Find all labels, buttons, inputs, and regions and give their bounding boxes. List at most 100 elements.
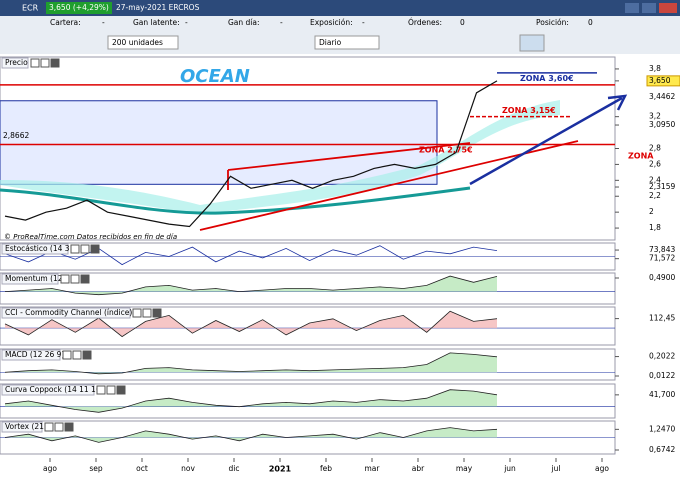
panel-icon [70, 274, 80, 284]
indicator-line [4, 352, 498, 375]
status-label: Gan día: [228, 18, 260, 27]
panel-icon [90, 244, 100, 254]
panel-icon [54, 422, 64, 432]
month-label: jul [551, 464, 561, 473]
indicator-area [5, 276, 497, 295]
status-value: 0 [460, 18, 465, 27]
panel-icon [152, 308, 162, 318]
price-box [646, 75, 680, 87]
period-select[interactable] [314, 35, 380, 50]
watermark: OCEAN [180, 66, 250, 87]
quantity: 200 unidades [112, 38, 163, 47]
source-note: © ProRealTime.com Datos recibidos en fin… [4, 233, 177, 241]
panel-icon [116, 385, 126, 395]
panel-label: Estocástico (14 3 5) [5, 244, 80, 253]
axis-label: 3,8 [649, 64, 661, 73]
panel-icon [132, 308, 142, 318]
month-label: feb [320, 464, 332, 473]
zone-label: ZONA 3,60€ [520, 74, 574, 83]
axis-label: 112,45 [649, 314, 675, 323]
panel-icon [50, 58, 60, 68]
month-label: ago [595, 464, 609, 473]
panel-icon [142, 308, 152, 318]
panel-icon [30, 58, 40, 68]
status-label: Cartera: [50, 18, 81, 27]
panel-icon [72, 350, 82, 360]
panel-icon [40, 58, 50, 68]
panel-label-box [1, 349, 61, 361]
panel-label-box [1, 307, 131, 319]
axis-label: 71,572 [649, 254, 675, 263]
axis-label: 3,4462 [649, 92, 675, 101]
axis-label: 73,843 [649, 245, 675, 254]
indicator-area [5, 427, 497, 443]
panel-label-box [1, 384, 95, 396]
panel-icon [60, 274, 70, 284]
panel-icon [70, 244, 80, 254]
status-value: - [362, 18, 365, 27]
zone-label: ZONA 2,75€ [419, 146, 473, 155]
axis-label: 2,2 [649, 191, 661, 200]
month-label: sep [89, 464, 103, 473]
panel-label-box [1, 243, 69, 255]
panel-label: Momentum (12) [5, 274, 66, 283]
month-label: mar [365, 464, 381, 473]
month-label: 2021 [269, 465, 292, 474]
month-label: abr [412, 464, 425, 473]
indicator-area [5, 311, 497, 337]
status-label: Exposición: [310, 18, 353, 27]
status-value: - [280, 18, 283, 27]
indicator-line [4, 427, 498, 443]
panel-label: Precio [5, 58, 28, 67]
blue-arrow [469, 94, 628, 186]
axis-label: 0,4900 [649, 273, 675, 282]
panel-icon [44, 422, 54, 432]
month-label: may [456, 464, 473, 473]
panel-label: Vortex (21) [5, 422, 47, 431]
panel-icon [80, 244, 90, 254]
zone-label: ZONA [628, 152, 654, 161]
close[interactable] [659, 3, 677, 13]
indicator-line [4, 389, 498, 413]
left-label: 2,8662 [3, 131, 29, 140]
status-label: Posición: [536, 18, 569, 27]
panel-label-box [1, 421, 43, 433]
maximize[interactable] [642, 3, 656, 13]
title-bar [0, 0, 680, 16]
panel-label: Curva Coppock (14 11 10) [5, 385, 104, 394]
axis-label: 2 [649, 207, 654, 216]
teal-average [0, 186, 471, 215]
month-label: ago [43, 464, 57, 473]
month-label: jun [503, 464, 516, 473]
panel-icon [62, 350, 72, 360]
axis-label: 0,0122 [649, 371, 675, 380]
symbol: ECR [22, 4, 39, 13]
price-line [4, 80, 498, 228]
axis-label: 3,0950 [649, 120, 675, 129]
axis-label: 2,4 [649, 175, 661, 184]
panel-label-box [1, 273, 59, 285]
axis-label: 0,2022 [649, 352, 675, 361]
axis-label: 3,2 [649, 112, 661, 121]
axis-label: 3,650 [649, 76, 671, 85]
indicator-area [5, 352, 497, 374]
date: 27-may-2021 ERCROS [116, 3, 200, 12]
change-box [46, 2, 112, 14]
change: 3,650 (+4,29%) [49, 3, 109, 12]
panel-icon [80, 274, 90, 284]
period: Diario [319, 38, 342, 47]
status-value: 0 [588, 18, 593, 27]
minimize[interactable] [625, 3, 639, 13]
month-label: dic [229, 464, 240, 473]
panel-label: MACD (12 26 9) [5, 350, 64, 359]
quantity-select[interactable] [107, 35, 179, 50]
axis-label: 41,700 [649, 390, 675, 399]
status-value: - [102, 18, 105, 27]
chart-type-button[interactable] [519, 34, 545, 52]
panel-label: CCI - Commodity Channel (índice) (20) [5, 308, 150, 317]
axis-label: 2,3159 [649, 182, 675, 191]
axis-label: 0,6742 [649, 445, 675, 454]
axis-label: 1,8 [649, 223, 661, 232]
status-value: - [185, 18, 188, 27]
